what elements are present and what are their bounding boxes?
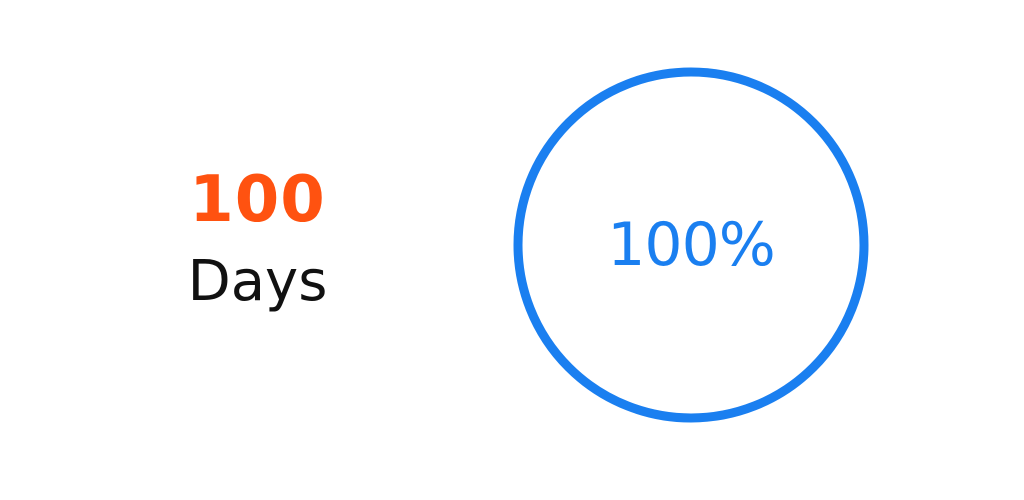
day-unit-label: Days: [187, 249, 328, 314]
progress-percent-label: 100%: [607, 210, 776, 280]
progress-ring: 100%: [512, 66, 870, 424]
progress-ring-arc: [513, 67, 869, 423]
progress-ring-graphic: [513, 67, 869, 423]
day-streak: 100 Days: [150, 160, 365, 318]
day-count: 100: [189, 163, 326, 237]
